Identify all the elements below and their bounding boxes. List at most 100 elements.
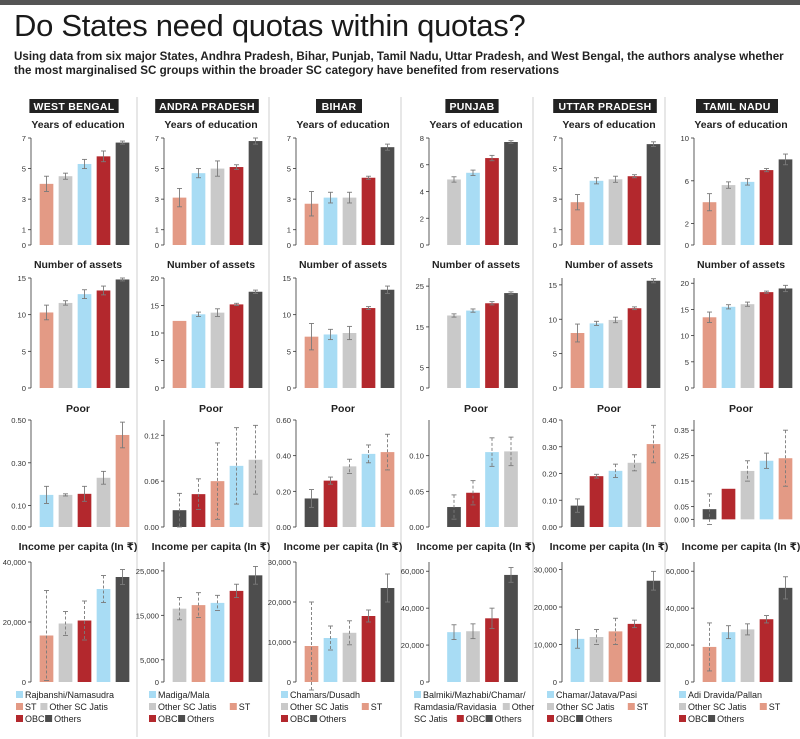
panel-title-1-3: Income per capita (In ₹): [152, 541, 271, 553]
legend-label: OBC: [688, 714, 708, 724]
bar: [77, 620, 92, 682]
bar: [627, 308, 642, 388]
y-tick-label: 0.05: [409, 487, 424, 496]
y-tick-label: 7: [155, 134, 159, 143]
y-tick-label: 10: [681, 134, 689, 143]
bar: [229, 590, 244, 682]
legend-label: Others: [187, 714, 215, 724]
bar: [702, 202, 717, 245]
legend-swatch: [149, 691, 156, 698]
y-tick-label: 1: [287, 226, 291, 235]
legend-label: Others: [54, 714, 82, 724]
bar: [589, 637, 604, 682]
y-tick-label: 30,000: [534, 566, 557, 575]
bar: [323, 480, 338, 527]
bar: [304, 203, 319, 245]
legend-label: Ramdasia/Ravidasia: [414, 702, 497, 712]
bar: [485, 158, 499, 245]
bar: [380, 588, 395, 682]
y-tick-label: 30,000: [268, 558, 291, 567]
bar: [504, 142, 518, 245]
y-tick-label: 1: [155, 226, 159, 235]
y-tick-label: 5: [155, 165, 159, 174]
bar: [342, 632, 357, 682]
bar: [759, 170, 774, 245]
legend-swatch: [679, 691, 686, 698]
y-tick-label: 40,000: [666, 604, 689, 613]
y-tick-label: 10: [549, 315, 557, 324]
bar: [115, 434, 130, 527]
y-tick-label: 20,000: [268, 598, 291, 607]
bar: [191, 314, 206, 388]
y-tick-label: 5: [553, 350, 557, 359]
state-header-5: TAMIL NADU: [703, 101, 770, 113]
bar: [58, 494, 73, 527]
bar: [248, 291, 263, 388]
y-tick-label: 0: [685, 384, 689, 393]
bar: [589, 476, 604, 527]
bar: [229, 465, 244, 527]
bar: [210, 168, 225, 245]
y-tick-label: 0.35: [674, 426, 689, 435]
legend-label: Others: [495, 714, 523, 724]
bar: [740, 304, 755, 388]
bar: [627, 462, 642, 527]
panel-title-5-1: Number of assets: [697, 259, 785, 271]
bar: [323, 638, 338, 682]
bar: [39, 312, 54, 388]
legend-label: OBC: [158, 714, 178, 724]
y-tick-label: 0: [22, 678, 26, 687]
panel-title-0-1: Number of assets: [34, 259, 122, 271]
bar: [39, 494, 54, 527]
state-header-4: UTTAR PRADESH: [559, 101, 652, 113]
y-tick-label: 7: [287, 134, 291, 143]
legend-swatch: [229, 703, 237, 710]
bar: [759, 460, 774, 520]
panel-title-2-2: Poor: [331, 403, 355, 415]
y-tick-label: 3: [22, 195, 26, 204]
bar: [466, 310, 480, 388]
state-header-bg-0: [29, 99, 119, 113]
legend-swatch: [16, 691, 23, 698]
legend-swatch: [708, 715, 716, 722]
state-header-bg-1: [155, 99, 259, 113]
y-tick-label: 0: [420, 384, 424, 393]
legend-label: ST: [769, 702, 781, 712]
bar: [778, 159, 793, 245]
y-tick-label: 0: [420, 678, 424, 687]
y-tick-label: 0.06: [144, 477, 159, 486]
y-tick-label: 0.60: [276, 416, 291, 425]
legend-swatch: [456, 715, 464, 722]
bar: [115, 577, 130, 682]
y-tick-label: 0.40: [276, 452, 291, 461]
bar: [778, 458, 793, 520]
legend-label: Rajbanshi/Namasudra: [25, 690, 114, 700]
y-tick-label: 20,000: [534, 603, 557, 612]
panel-title-2-3: Income per capita (In ₹): [284, 541, 403, 553]
legend-label: Chamars/Dusadh: [290, 690, 360, 700]
bar: [77, 493, 92, 527]
legend-label: Madiga/Mala: [158, 690, 210, 700]
legend-swatch: [485, 715, 493, 722]
y-tick-label: 10,000: [534, 641, 557, 650]
bar: [342, 466, 357, 527]
bar: [115, 279, 130, 388]
panel-title-4-0: Years of education: [562, 119, 655, 131]
y-tick-label: 0.00: [409, 523, 424, 532]
bar: [778, 288, 793, 388]
bar: [210, 602, 225, 682]
y-tick-label: 0.20: [542, 470, 557, 479]
legend-swatch: [414, 691, 421, 698]
y-tick-label: 40,000: [3, 558, 26, 567]
bar: [172, 608, 187, 682]
legend-label: Other SC Jatis: [556, 702, 615, 712]
y-tick-label: 5: [22, 165, 26, 174]
panel-title-3-1: Number of assets: [432, 259, 520, 271]
legend-label: Other: [512, 702, 535, 712]
bar: [96, 589, 111, 682]
bar: [447, 315, 461, 388]
legend-label: Other SC Jatis: [49, 702, 108, 712]
panel-title-0-0: Years of education: [31, 119, 124, 131]
legend-label: Chamar/Jatava/Pasi: [556, 690, 637, 700]
y-tick-label: 0.10: [409, 452, 424, 461]
